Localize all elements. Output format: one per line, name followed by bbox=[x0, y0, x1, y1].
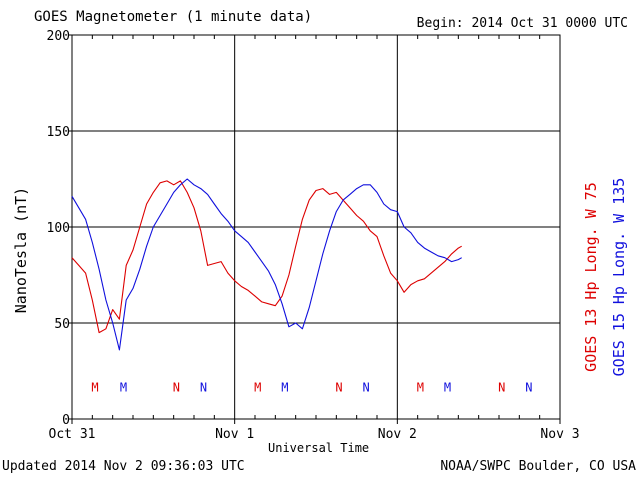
y-tick-label: 200 bbox=[47, 29, 70, 44]
x-axis-label: Universal Time bbox=[268, 441, 370, 455]
x-tick-label: Oct 31 bbox=[49, 427, 96, 442]
midnight-marker: M bbox=[120, 380, 127, 394]
noon-marker: N bbox=[173, 380, 180, 394]
midnight-marker: M bbox=[254, 380, 261, 394]
y-tick-label: 50 bbox=[54, 317, 70, 332]
y-tick-label: 0 bbox=[62, 413, 70, 428]
series-line-goes15 bbox=[71, 178, 462, 351]
x-tick-label: Nov 3 bbox=[540, 427, 579, 442]
y-tick-label: 150 bbox=[47, 125, 70, 140]
noon-marker: N bbox=[363, 380, 370, 394]
series-line-goes13 bbox=[71, 180, 462, 334]
y-tick-label: 100 bbox=[47, 221, 70, 236]
x-tick-label: Nov 2 bbox=[378, 427, 417, 442]
page-title: GOES Magnetometer (1 minute data) bbox=[34, 9, 313, 25]
midnight-marker: M bbox=[281, 380, 288, 394]
credit-text: NOAA/SWPC Boulder, CO USA bbox=[440, 459, 636, 474]
noon-marker: N bbox=[200, 380, 207, 394]
midnight-marker: M bbox=[91, 380, 98, 394]
x-tick-label: Nov 1 bbox=[215, 427, 254, 442]
begin-time: Begin: 2014 Oct 31 0000 UTC bbox=[416, 16, 628, 31]
noon-marker: N bbox=[335, 380, 342, 394]
midnight-marker: M bbox=[444, 380, 451, 394]
midnight-marker: M bbox=[417, 380, 424, 394]
noon-marker: N bbox=[525, 380, 532, 394]
updated-timestamp: Updated 2014 Nov 2 09:36:03 UTC bbox=[2, 459, 245, 474]
noon-marker: N bbox=[498, 380, 505, 394]
